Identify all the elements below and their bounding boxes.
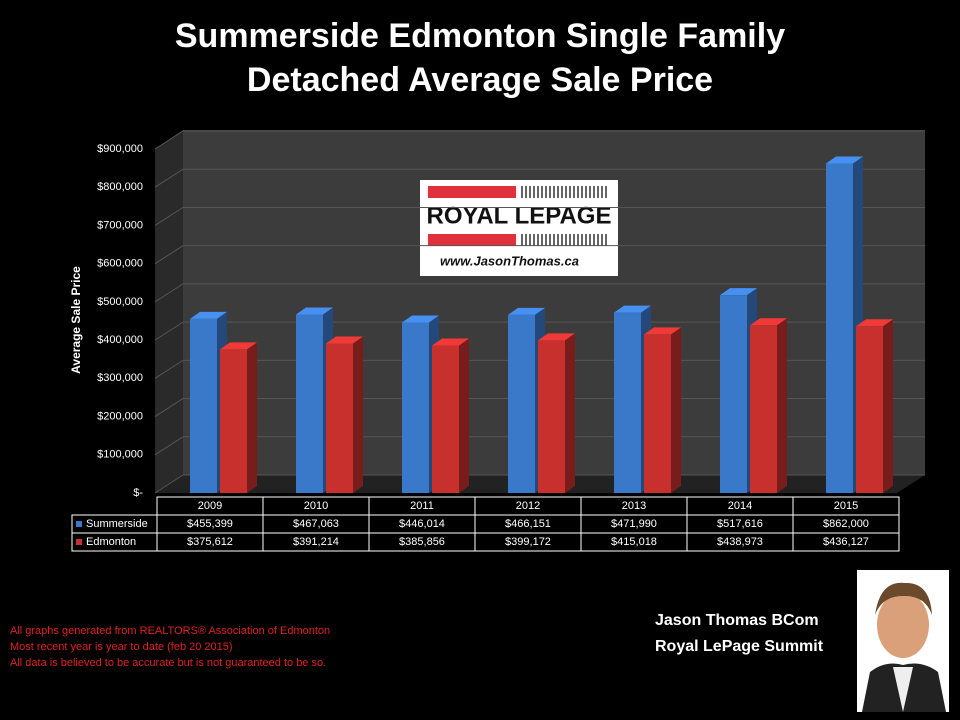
logo-lines	[521, 186, 607, 246]
logo-url: www.JasonThomas.ca	[440, 253, 579, 268]
photo-shirt	[893, 667, 913, 712]
y-tick-label: $100,000	[97, 449, 143, 461]
x-tick-label: 2011	[410, 500, 434, 512]
bar-top	[826, 156, 863, 164]
bar-side	[777, 318, 787, 493]
chart-title: Summerside Edmonton Single Family Detach…	[174, 17, 786, 99]
grid-line	[154, 283, 925, 303]
grid-line	[154, 130, 925, 150]
footnote: All graphs generated from REALTORS® Asso…	[10, 625, 331, 637]
bar-top	[220, 342, 257, 350]
grid-line	[154, 206, 925, 226]
bar-top	[402, 315, 439, 323]
table-value: $455,399	[187, 518, 233, 530]
y-tick-label: $800,000	[97, 181, 143, 193]
bar	[508, 314, 535, 493]
x-tick-label: 2009	[198, 500, 222, 512]
table-value: $862,000	[823, 518, 869, 530]
x-tick-label: 2010	[304, 500, 328, 512]
bar-top	[750, 318, 787, 326]
table-value: $471,990	[611, 518, 657, 530]
table-value: $438,973	[717, 536, 763, 548]
bar-side	[671, 327, 681, 493]
bar	[326, 343, 353, 493]
bar	[190, 318, 217, 493]
bar-side	[247, 342, 257, 493]
footnote: Most recent year is year to date (feb 20…	[10, 641, 233, 653]
bar	[826, 163, 853, 493]
bar	[614, 312, 641, 493]
photo	[857, 570, 949, 712]
bar	[296, 314, 323, 493]
signature-company: Royal LePage Summit	[655, 638, 824, 655]
bar-top	[614, 305, 651, 313]
table-value: $466,151	[505, 518, 551, 530]
bar	[856, 326, 883, 493]
bar	[538, 340, 565, 493]
bar-top	[508, 307, 545, 315]
footnote: All data is believed to be accurate but …	[10, 657, 327, 669]
bar-top	[296, 307, 333, 315]
photo-hair	[875, 582, 932, 615]
y-tick-label: $700,000	[97, 219, 143, 231]
bar-top	[720, 288, 757, 296]
table-value: $391,214	[293, 536, 339, 548]
y-tick-label: $400,000	[97, 334, 143, 346]
x-tick-label: 2015	[834, 500, 858, 512]
y-tick-label: $600,000	[97, 258, 143, 270]
table-value: $375,612	[187, 536, 233, 548]
bar-top	[432, 338, 469, 346]
bar-top	[644, 327, 681, 335]
bar-top	[538, 333, 575, 341]
legend-swatch	[76, 539, 82, 545]
bar	[750, 325, 777, 493]
y-tick-label: $900,000	[97, 143, 143, 155]
bar-side	[883, 319, 893, 493]
logo-bar	[428, 234, 516, 246]
table-value: $385,856	[399, 536, 445, 548]
logo-bar	[428, 186, 516, 198]
legend-swatch	[76, 521, 82, 527]
table-value: $436,127	[823, 536, 869, 548]
table-value: $415,018	[611, 536, 657, 548]
x-tick-label: 2013	[622, 500, 646, 512]
grid-line	[154, 321, 925, 341]
bar-side	[565, 333, 575, 493]
x-tick-label: 2012	[516, 500, 540, 512]
photo-face	[877, 592, 929, 658]
table-value: $446,014	[399, 518, 445, 530]
logo-brand: ROYAL LEPAGE	[427, 202, 612, 229]
bar	[432, 345, 459, 493]
bar	[220, 349, 247, 493]
legend-label: Edmonton	[86, 536, 136, 548]
bar	[644, 334, 671, 493]
table-value: $399,172	[505, 536, 551, 548]
table-value: $517,616	[717, 518, 763, 530]
bar-side	[459, 338, 469, 493]
x-tick-label: 2014	[728, 500, 752, 512]
bar-top	[856, 319, 893, 327]
bar-side	[353, 336, 363, 493]
bar	[720, 295, 747, 493]
y-tick-label: $200,000	[97, 410, 143, 422]
signature-name: Jason Thomas BCom	[655, 612, 819, 629]
table-value: $467,063	[293, 518, 339, 530]
legend-label: Summerside	[86, 518, 148, 530]
y-tick-label: $-	[133, 487, 143, 499]
y-axis-label: Average Sale Price	[69, 266, 83, 374]
y-tick-label: $300,000	[97, 372, 143, 384]
y-tick-label: $500,000	[97, 296, 143, 308]
grid-line	[154, 168, 925, 188]
grid-line	[154, 245, 925, 265]
bar-top	[190, 311, 227, 319]
bar	[402, 322, 429, 493]
logo: ROYAL LEPAGE www.JasonThomas.ca	[420, 180, 618, 276]
bar-top	[326, 336, 363, 344]
